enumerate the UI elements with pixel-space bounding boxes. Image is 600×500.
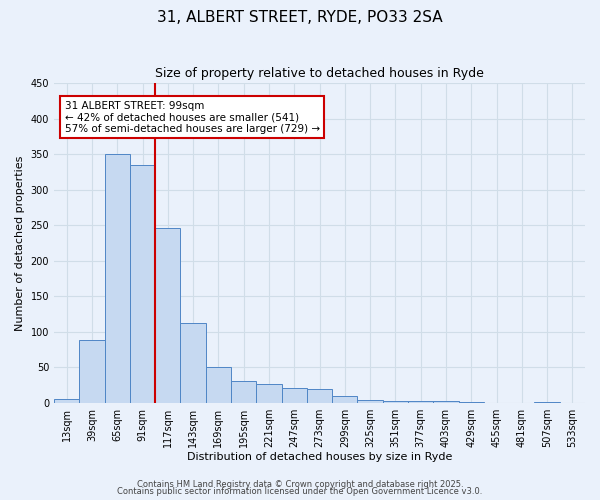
Bar [206, 367, 231, 402]
Bar [181, 323, 206, 402]
Text: Contains HM Land Registry data © Crown copyright and database right 2025.: Contains HM Land Registry data © Crown c… [137, 480, 463, 489]
Bar [231, 380, 256, 402]
Bar [79, 340, 104, 402]
Bar [358, 400, 383, 402]
Bar [155, 228, 181, 402]
Bar [281, 388, 307, 402]
Y-axis label: Number of detached properties: Number of detached properties [15, 155, 25, 330]
Bar [104, 154, 130, 402]
Bar [332, 396, 358, 402]
X-axis label: Distribution of detached houses by size in Ryde: Distribution of detached houses by size … [187, 452, 452, 462]
Bar [54, 399, 79, 402]
Title: Size of property relative to detached houses in Ryde: Size of property relative to detached ho… [155, 68, 484, 80]
Text: Contains public sector information licensed under the Open Government Licence v3: Contains public sector information licen… [118, 487, 482, 496]
Bar [256, 384, 281, 402]
Text: 31, ALBERT STREET, RYDE, PO33 2SA: 31, ALBERT STREET, RYDE, PO33 2SA [157, 10, 443, 25]
Bar [130, 164, 155, 402]
Bar [307, 388, 332, 402]
Text: 31 ALBERT STREET: 99sqm
← 42% of detached houses are smaller (541)
57% of semi-d: 31 ALBERT STREET: 99sqm ← 42% of detache… [65, 100, 320, 134]
